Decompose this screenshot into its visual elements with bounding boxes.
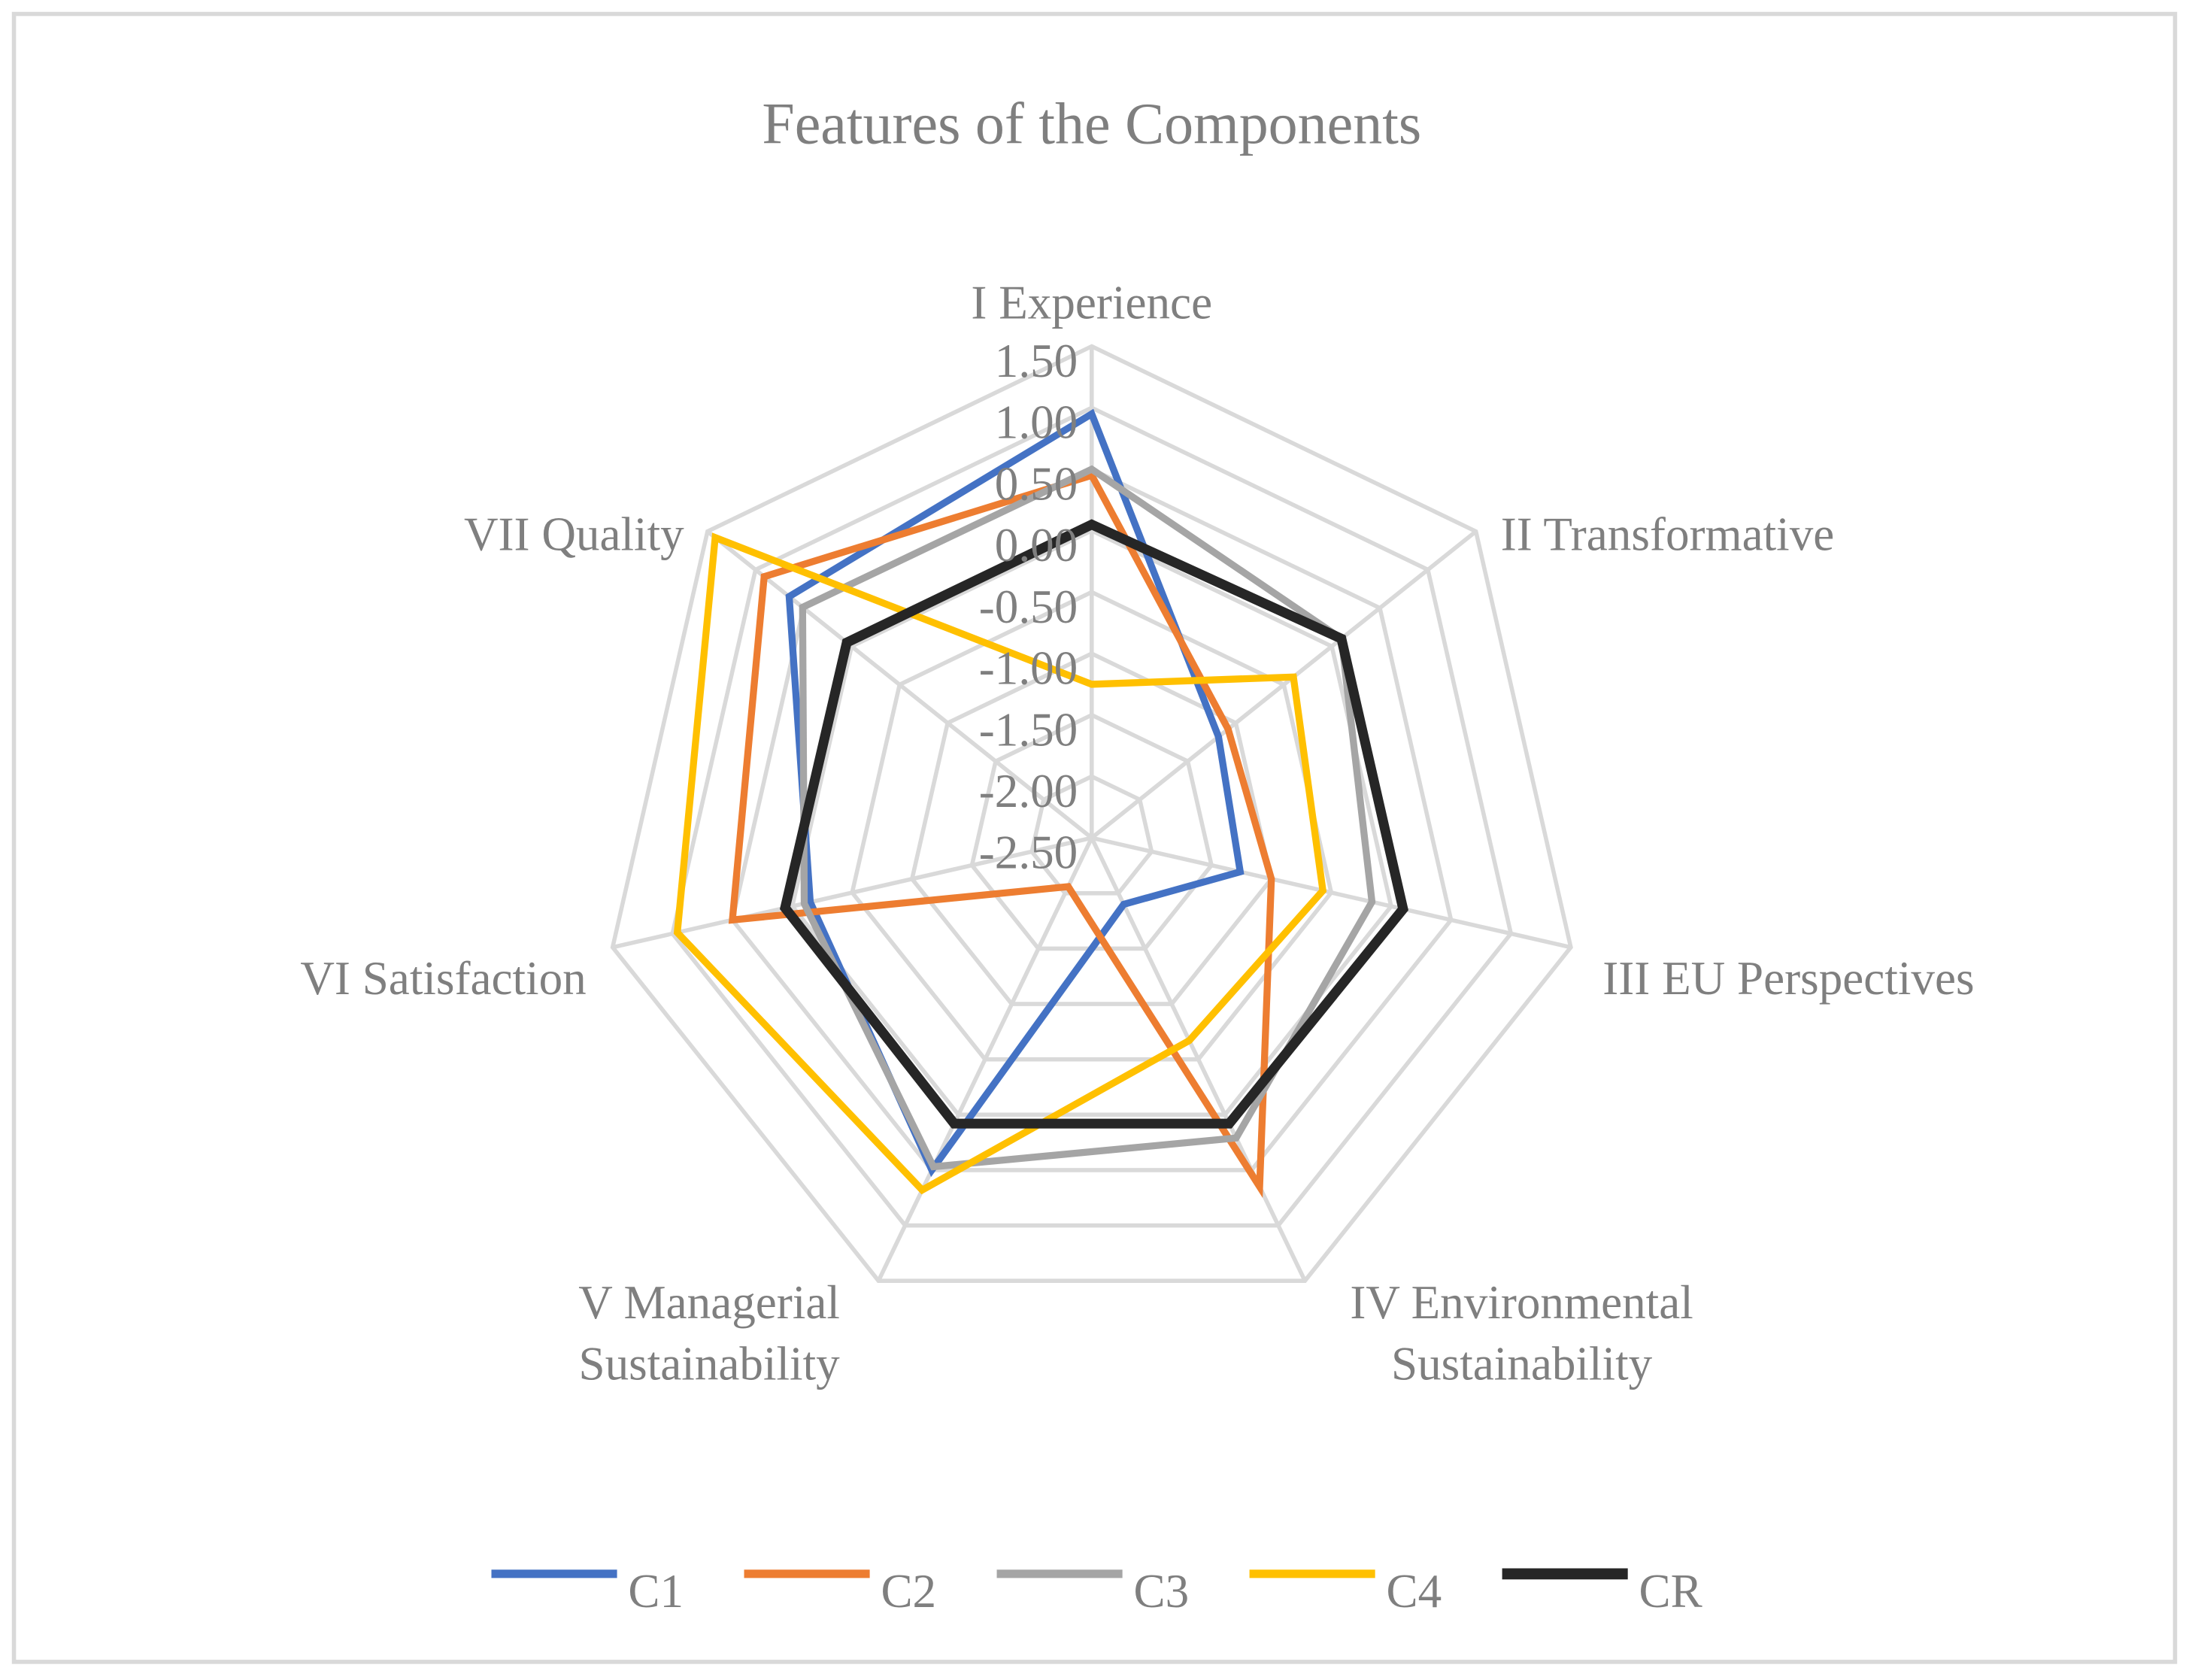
category-label: VI Satisfaction [300,954,587,1006]
axis-spoke [1090,837,1307,1282]
legend-label: C1 [628,1565,684,1618]
series-line [785,408,1245,1178]
category-label: I Experience [971,277,1213,330]
category-label: V Managerial Sustainability [578,1278,840,1391]
grid [610,344,1573,1283]
series-line [780,519,1408,1129]
y-tick-label: -2.50 [979,826,1078,879]
legend-label: C4 [1387,1565,1442,1618]
y-tick-label: -2.00 [979,765,1078,817]
series-line [728,471,1275,1199]
y-tick-label: 0.00 [995,519,1078,572]
grid-ring [909,650,1274,1006]
grid-ring [850,590,1334,1062]
grid-ring [790,528,1393,1117]
category-label-box: IV Environmental Sustainability [1350,1278,1693,1391]
category-label-box: II Transformative [1500,509,1835,562]
y-tick-label: 1.00 [995,396,1078,449]
axis-spoke [612,835,1093,950]
legend-label: C3 [1133,1565,1189,1618]
y-tick-label: -1.50 [979,703,1078,756]
category-label-box: I Experience [971,277,1213,330]
grid-ring [1029,774,1154,896]
y-tick-label: -0.50 [979,581,1078,633]
axis-spoke [1091,835,1572,950]
axis-spoke [1090,529,1478,840]
category-label-box: V Managerial Sustainability [578,1278,840,1391]
category-label-box: III EU Perspectives [1602,954,1975,1006]
axis-spoke [706,529,1093,840]
legend-label: C2 [881,1565,936,1618]
category-label: IV Environmental Sustainability [1350,1278,1693,1391]
category-label-box: VII Quality [463,509,684,562]
legend-label: CR [1639,1565,1702,1618]
category-label: VII Quality [463,509,684,562]
series-line [673,532,1327,1195]
grid-ring [670,405,1514,1228]
category-label-box: VI Satisfaction [300,954,587,1006]
y-tick-label: 0.50 [995,457,1078,510]
axis-spoke [876,837,1094,1282]
category-label: II Transformative [1500,509,1835,562]
y-tick-label: 1.50 [995,335,1078,387]
y-tick-label: -1.00 [979,642,1078,695]
chart-title: Features of the Components [762,92,1421,156]
category-label: III EU Perspectives [1602,954,1975,1006]
grid-ring [610,344,1573,1283]
